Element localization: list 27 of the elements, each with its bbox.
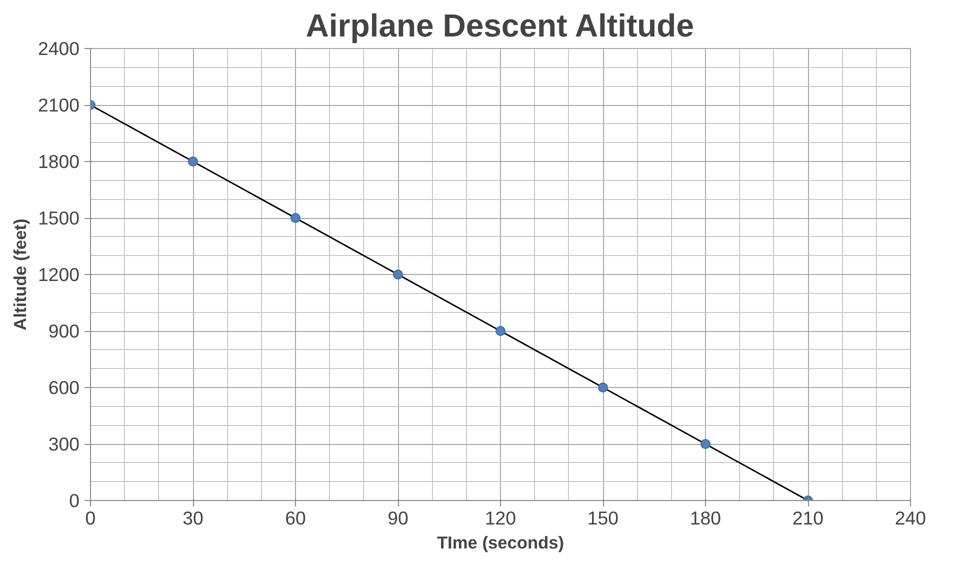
x-axis-title: TIme (seconds) [436,532,564,552]
point [290,213,300,223]
y-tick-label: 0 [69,490,80,511]
x-tick-label: 90 [388,508,408,528]
y-tick-label: 1200 [38,264,80,285]
x-tick-label: 150 [587,508,619,528]
x-tick-label: 0 [85,508,96,528]
y-tick-label: 300 [48,434,80,454]
x-tick-label: 30 [182,508,204,528]
y-tick-label: 1800 [38,151,80,172]
x-tick-label: 120 [484,508,516,528]
point [598,382,608,392]
point [496,326,506,336]
y-axis-title: Altitude (feet) [10,218,30,330]
x-tick-label: 240 [894,508,926,528]
x-tick-label: 60 [285,508,306,528]
chart-title: Airplane Descent Altitude [306,8,694,44]
point [188,156,198,166]
x-tick-label: 180 [690,508,722,528]
y-tick-label: 2100 [38,94,80,116]
y-tick-label: 1500 [38,208,80,228]
point [393,270,403,280]
y-tick-label: 600 [48,377,80,398]
x-tick-label: 210 [792,508,824,528]
y-tick-label: 2400 [38,38,80,59]
y-tick-label: 900 [48,320,80,342]
point [700,439,710,449]
